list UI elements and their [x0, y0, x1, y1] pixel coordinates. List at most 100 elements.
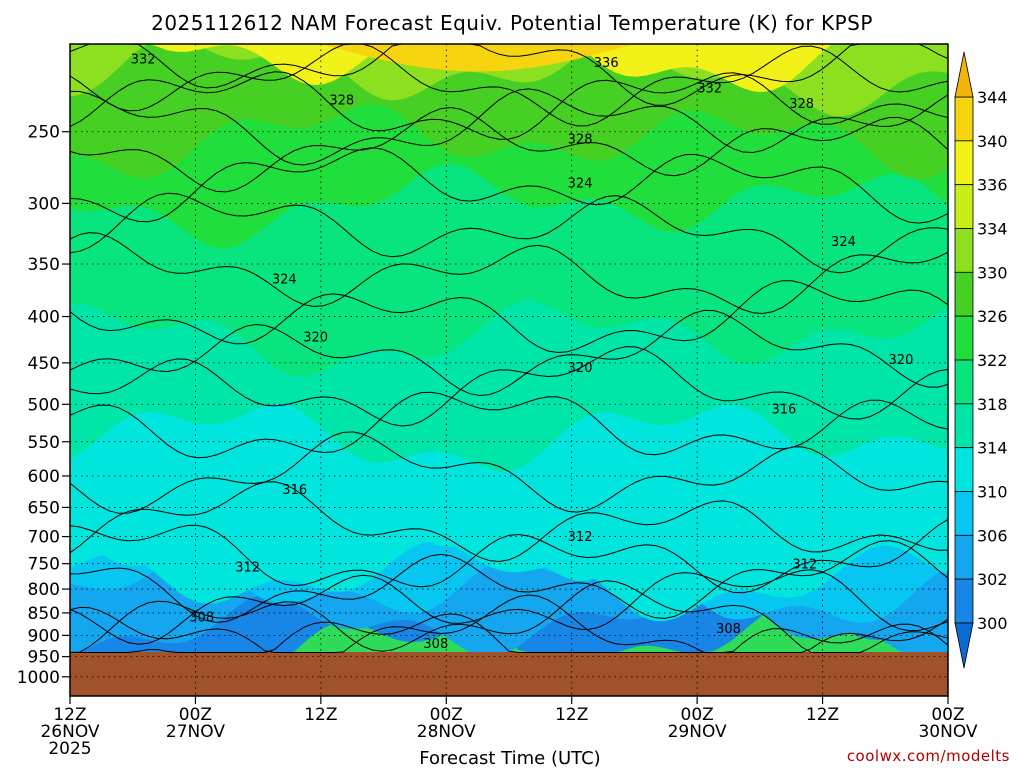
- band-warm-core: [320, 44, 635, 72]
- y-tick-label: 500: [28, 395, 60, 415]
- colorbar-segment: [954, 315, 974, 361]
- contour-label: 320: [303, 331, 328, 346]
- colorbar-label: 340: [977, 132, 1008, 151]
- colorbar-label: 330: [977, 263, 1008, 282]
- contour-label: 324: [831, 235, 856, 250]
- contour-line: [70, 569, 948, 645]
- contour-line: [70, 481, 948, 563]
- x-tick-label: 29NOV: [668, 722, 727, 742]
- colorbar-segment: [954, 534, 974, 580]
- contour-line: [70, 71, 948, 140]
- contour-label: 312: [792, 558, 817, 573]
- y-tick-label: 1000: [17, 668, 60, 688]
- contour-label: 332: [131, 52, 156, 67]
- y-tick-label: 250: [28, 123, 60, 143]
- contour-label: 324: [272, 272, 297, 287]
- contour-label: 308: [716, 622, 741, 637]
- contour-line: [70, 309, 948, 397]
- contour-line: [70, 518, 948, 594]
- colorbar-label: 326: [977, 307, 1008, 326]
- colorbar-label: 314: [977, 439, 1008, 458]
- colorbar-segment: [954, 96, 974, 142]
- y-tick-label: 300: [28, 194, 60, 214]
- colorbar-segment: [954, 140, 974, 186]
- x-tick-label: 00Z: [430, 705, 463, 725]
- contour-label: 320: [889, 353, 914, 368]
- x-tick-label: 30NOV: [918, 722, 977, 742]
- contour-label: 320: [568, 361, 593, 376]
- y-tick-label: 350: [28, 255, 60, 275]
- y-tick-label: 450: [28, 354, 60, 374]
- colorbar: 344 340 336 334 330 326 322 318 314 310 306 302 300: [954, 51, 1008, 669]
- colorbar-label: 306: [977, 526, 1008, 545]
- plot-area: 332 336 328 332 328 328 324 324 324 320 320 320 316 3…: [70, 44, 948, 696]
- colorbar-label: 318: [977, 395, 1008, 414]
- colorbar-segment: [954, 359, 974, 405]
- contour-label: 328: [789, 97, 814, 112]
- y-tick-label: 750: [28, 555, 60, 575]
- contour-line: [70, 44, 948, 127]
- contour-line: [70, 280, 948, 354]
- contour-line: [70, 147, 948, 224]
- contour-label: 332: [697, 82, 722, 97]
- colorbar-label: 322: [977, 351, 1008, 370]
- y-tick-label: 650: [28, 498, 60, 518]
- x-tick-label: 26NOV: [40, 722, 99, 742]
- colorbar-segment: [954, 271, 974, 317]
- colorbar-segment: [954, 403, 974, 449]
- colorbar-segment: [954, 447, 974, 492]
- y-tick-label: 400: [28, 308, 60, 328]
- contour-label: 312: [568, 530, 593, 545]
- x-tick-label: 12Z: [555, 705, 588, 725]
- contour-line: [70, 106, 948, 193]
- contour-label: 328: [568, 133, 593, 148]
- colorbar-label: 310: [977, 483, 1008, 502]
- x-tick-label: 12Z: [53, 705, 86, 725]
- contour-line: [70, 613, 948, 653]
- contour-label: 316: [282, 483, 307, 498]
- colorbar-arrow-bottom: [954, 622, 974, 669]
- colorbar-label: 334: [977, 220, 1008, 239]
- contour-line: [70, 44, 948, 106]
- colorbar-segment: [954, 578, 974, 624]
- y-tick-label: 850: [28, 604, 60, 624]
- x-tick-label: 2025: [48, 739, 91, 759]
- contour-label: 324: [568, 176, 593, 191]
- y-tick-label: 550: [28, 433, 60, 453]
- contour-line: [70, 580, 948, 653]
- x-tick-label: 00Z: [931, 705, 964, 725]
- contour-label: 328: [329, 94, 354, 109]
- contour-line: [70, 346, 948, 427]
- watermark: coolwx.com/modelts: [847, 747, 1010, 765]
- colorbar-segment: [954, 228, 974, 273]
- band-334-344: [70, 44, 948, 93]
- contour-label: 308: [423, 637, 448, 652]
- x-tick-label: 00Z: [179, 705, 212, 725]
- x-tick-label: 28NOV: [417, 722, 476, 742]
- x-tick-label: 27NOV: [166, 722, 225, 742]
- chart-title: 2025112612 NAM Forecast Equiv. Potential…: [151, 11, 873, 35]
- colorbar-arrow-top: [954, 51, 974, 98]
- y-axis: 2503003504004505005506006507007508008509…: [17, 123, 70, 688]
- colorbar-label: 300: [977, 614, 1008, 633]
- contour-label: 316: [771, 403, 796, 418]
- colorbar-label: 302: [977, 570, 1008, 589]
- y-tick-label: 600: [28, 467, 60, 487]
- y-tick-label: 900: [28, 626, 60, 646]
- contour-line: [70, 431, 948, 514]
- contour-line: [70, 391, 948, 459]
- ground: [70, 652, 948, 696]
- colorbar-segment: [954, 491, 974, 536]
- contour-line: [70, 88, 948, 166]
- y-tick-label: 950: [28, 648, 60, 668]
- contour-line: [70, 594, 948, 653]
- x-tick-label: 00Z: [681, 705, 714, 725]
- contour-label: 308: [189, 611, 214, 626]
- x-axis-title: Forecast Time (UTC): [419, 748, 600, 768]
- contour-line: [70, 540, 948, 623]
- colorbar-label: 336: [977, 176, 1008, 195]
- y-tick-label: 700: [28, 528, 60, 548]
- colorbar-label: 344: [977, 88, 1008, 107]
